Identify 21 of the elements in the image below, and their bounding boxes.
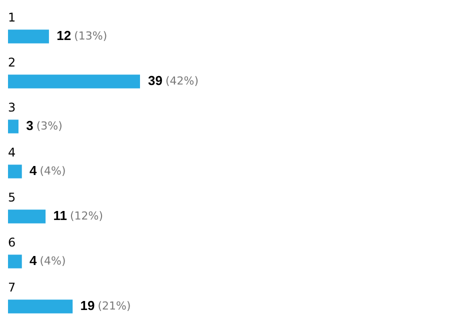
y-tick-label: 2	[8, 56, 16, 70]
data-label: 39 (42%)	[148, 73, 199, 88]
y-tick-label: 7	[8, 280, 16, 295]
data-label: 11 (12%)	[53, 208, 104, 224]
data-label: 4 (4%)	[30, 253, 66, 268]
y-tick-label: 3	[8, 100, 16, 115]
data-label: 12 (13%)	[56, 28, 108, 44]
y-tick-label: 6	[8, 236, 16, 250]
y-tick-label: 5	[8, 190, 16, 205]
bar	[8, 210, 46, 224]
data-label: 4 (4%)	[30, 163, 66, 178]
y-tick-label: 4	[8, 146, 16, 160]
bar	[8, 254, 22, 268]
data-label: 3 (3%)	[26, 118, 62, 134]
bar	[8, 164, 22, 178]
bar	[8, 30, 49, 44]
bar	[8, 300, 73, 314]
data-label: 19 (21%)	[80, 298, 131, 314]
bar	[8, 74, 140, 88]
bar	[8, 120, 18, 134]
y-tick-label: 1	[8, 10, 16, 25]
